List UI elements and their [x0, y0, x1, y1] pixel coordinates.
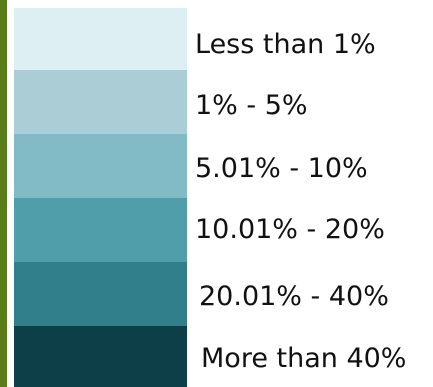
- legend-label-less-than-1: Less than 1%: [195, 29, 376, 60]
- legend-swatch-10-to-20: [14, 198, 187, 262]
- legend-swatch-less-than-1: [14, 8, 187, 70]
- legend-label-5-to-10: 5.01% - 10%: [195, 153, 368, 184]
- legend-label-more-than-40: More than 40%: [201, 343, 407, 374]
- legend-label-20-to-40: 20.01% - 40%: [199, 281, 389, 312]
- legend-label-10-to-20: 10.01% - 20%: [195, 214, 385, 245]
- legend-side-bar: [0, 0, 7, 387]
- legend-label-1-to-5: 1% - 5%: [195, 90, 308, 121]
- legend-swatch-20-to-40: [14, 262, 187, 326]
- legend-swatch-more-than-40: [14, 326, 187, 387]
- legend-swatches: [14, 8, 187, 387]
- legend-swatch-5-to-10: [14, 134, 187, 198]
- legend-swatch-1-to-5: [14, 70, 187, 134]
